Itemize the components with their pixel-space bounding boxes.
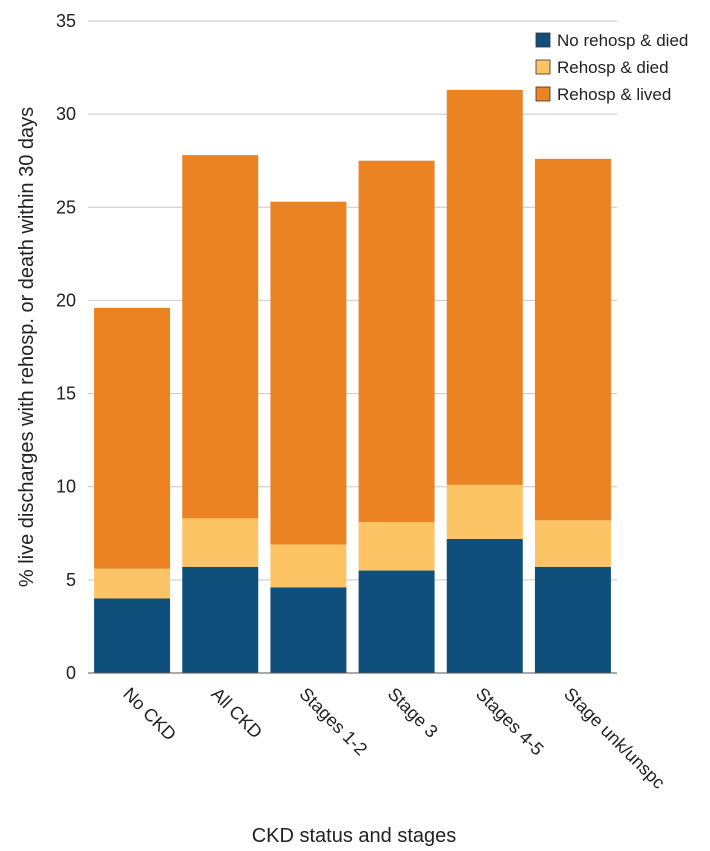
x-tick-label: Stages 1-2 — [296, 684, 372, 760]
bar-stages-4-5-rehosp-died — [446, 484, 523, 539]
legend-label: Rehosp & died — [557, 58, 669, 77]
bar-stage-unk-unspc-rehosp-died — [534, 520, 611, 567]
bar-all-ckd-rehosp-lived — [182, 155, 259, 519]
bar-stage-unk-unspc-rehosp-lived — [534, 158, 611, 521]
bar-no-ckd-rehosp-lived — [94, 307, 171, 569]
bar-stage-3-rehosp-died — [358, 522, 435, 571]
x-axis-title: CKD status and stages — [252, 825, 457, 847]
bars — [94, 89, 611, 673]
bar-no-ckd-no-rehosp-died — [94, 598, 171, 673]
bar-stage-unk-unspc-no-rehosp-died — [534, 566, 611, 673]
legend-swatch-no-rehosp-died — [535, 32, 551, 48]
y-tick-label: 15 — [56, 384, 76, 404]
bar-stages-1-2-no-rehosp-died — [270, 587, 347, 673]
bar-stage-3-no-rehosp-died — [358, 570, 435, 673]
bar-stages-4-5-rehosp-lived — [446, 89, 523, 485]
x-tick-label: Stage 3 — [384, 684, 442, 742]
x-tick-label: No CKD — [119, 684, 180, 745]
y-tick-label: 35 — [56, 11, 76, 31]
legend-label: Rehosp & lived — [557, 85, 671, 104]
bar-no-ckd-rehosp-died — [94, 568, 171, 599]
bar-all-ckd-no-rehosp-died — [182, 566, 259, 673]
legend-swatch-rehosp-died — [535, 59, 551, 75]
legend: No rehosp & died Rehosp & died Rehosp & li… — [535, 31, 688, 104]
bar-stages-1-2-rehosp-lived — [270, 201, 347, 545]
bar-all-ckd-rehosp-died — [182, 518, 259, 567]
y-tick-label: 20 — [56, 290, 76, 310]
y-tick-label: 25 — [56, 197, 76, 217]
bar-stages-1-2-rehosp-died — [270, 544, 347, 588]
y-axis-title: % live discharges with rehosp. or death … — [16, 107, 38, 587]
x-tick-label: Stage unk/unspc — [560, 684, 669, 793]
x-tick-labels: No CKD All CKD Stages 1-2 Stage 3 Stages 4-5… — [119, 684, 669, 793]
y-tick-labels: 0 5 10 15 20 25 30 35 — [56, 11, 76, 683]
gridlines — [88, 20, 617, 581]
x-tick-label: Stages 4-5 — [472, 684, 548, 760]
legend-swatch-rehosp-lived — [535, 86, 551, 102]
y-tick-label: 5 — [66, 570, 76, 590]
x-tick-label: All CKD — [207, 684, 266, 743]
bar-stages-4-5-no-rehosp-died — [446, 538, 523, 673]
bar-stage-3-rehosp-lived — [358, 160, 435, 523]
y-tick-label: 30 — [56, 104, 76, 124]
y-tick-label: 0 — [66, 663, 76, 683]
legend-label: No rehosp & died — [557, 31, 688, 50]
y-tick-label: 10 — [56, 477, 76, 497]
